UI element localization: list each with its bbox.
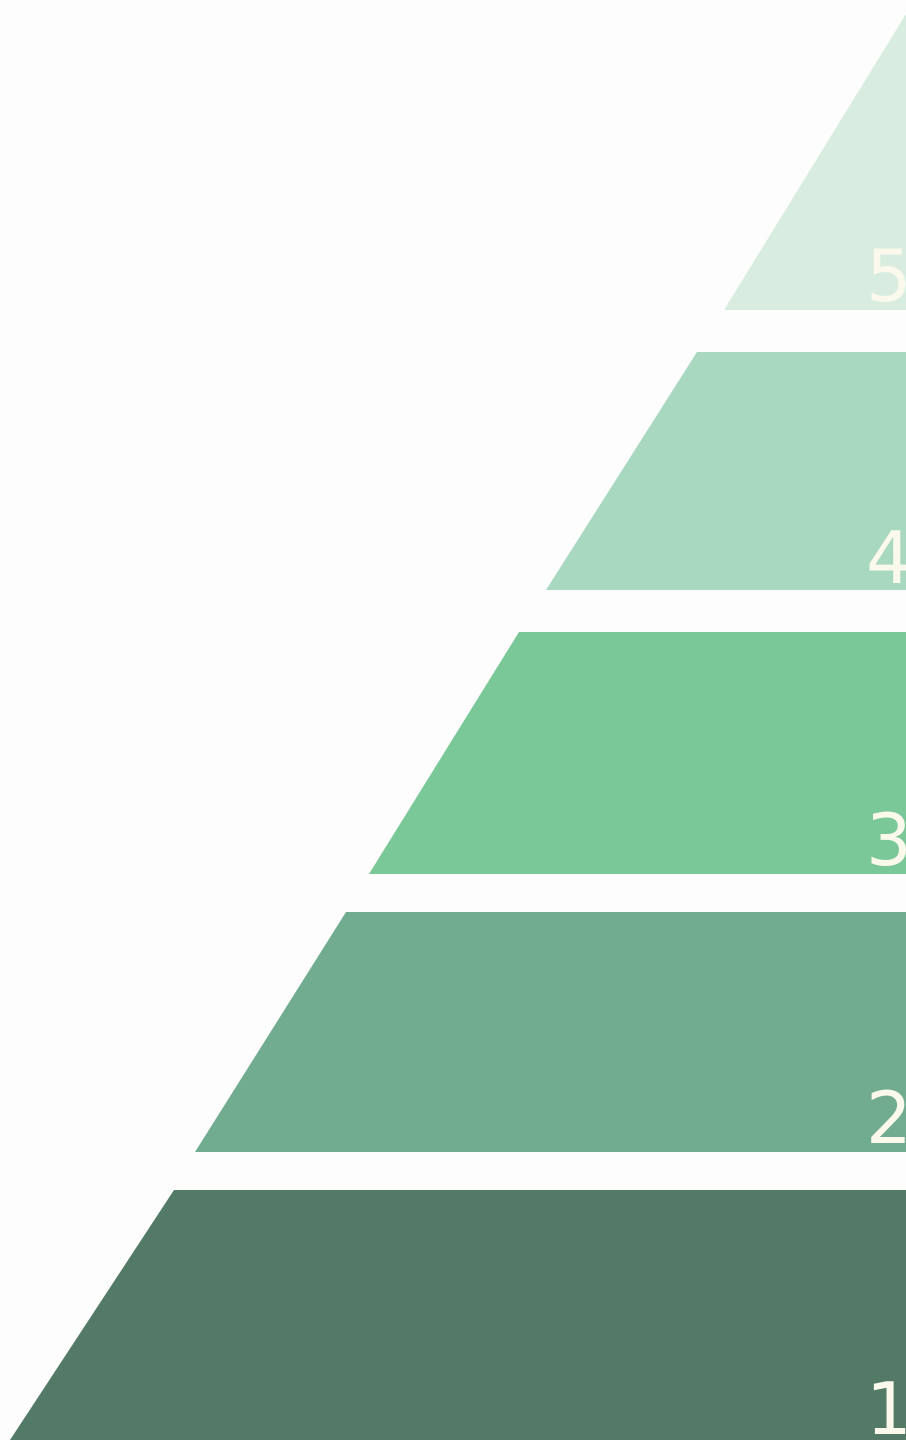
tier-3-band bbox=[369, 632, 906, 874]
tier-4-number: 4 bbox=[866, 516, 906, 600]
tier-2: 2 bbox=[195, 912, 906, 1160]
tier-5: 5 bbox=[724, 14, 906, 318]
tier-1: 1 bbox=[10, 1190, 906, 1440]
tier-1-band bbox=[10, 1190, 906, 1440]
tier-5-band bbox=[724, 14, 906, 310]
tier-4: 4 bbox=[546, 352, 906, 600]
tier-5-number: 5 bbox=[866, 234, 906, 318]
tier-1-number: 1 bbox=[866, 1367, 906, 1440]
tier-3: 3 bbox=[369, 632, 906, 882]
tier-3-number: 3 bbox=[866, 798, 906, 882]
tier-2-band bbox=[195, 912, 906, 1152]
tier-4-band bbox=[546, 352, 906, 590]
tier-2-number: 2 bbox=[866, 1076, 906, 1160]
